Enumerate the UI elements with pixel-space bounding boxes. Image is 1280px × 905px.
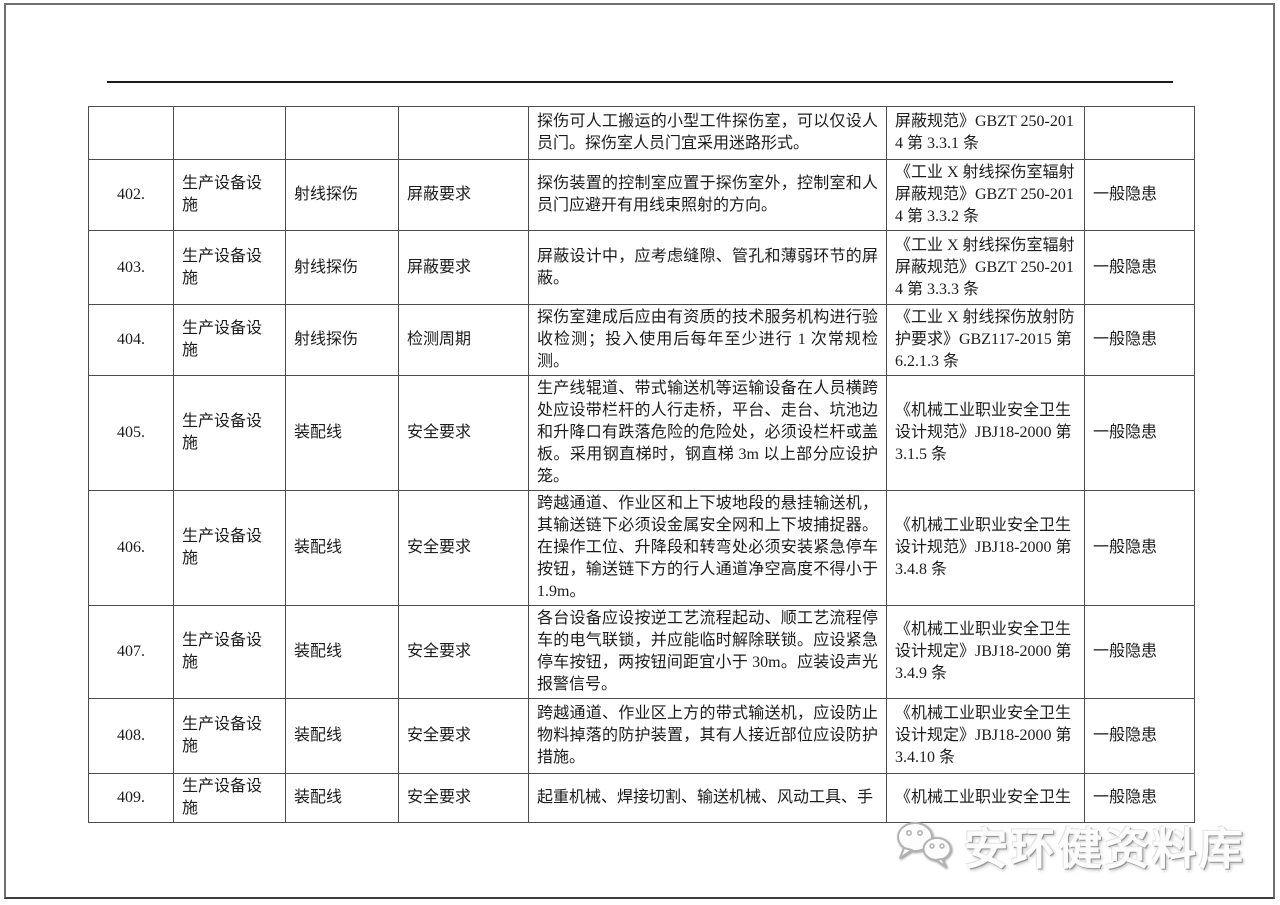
- seq-cell: [88, 106, 174, 160]
- subcategory-cell: 装配线: [285, 698, 399, 774]
- table-row: 408. 生产设备设施 装配线 安全要求 跨越通道、作业区上方的带式输送机，应设防止物料…: [88, 698, 1195, 774]
- watermark: 安环健资料库: [892, 813, 1246, 877]
- subcategory-cell: [285, 106, 399, 160]
- check-content-cell: 探伤室建成后应由有资质的技术服务机构进行验收检测；投入使用后每年至少进行 1 次…: [528, 304, 887, 376]
- check-item-cell: 安全要求: [398, 698, 529, 774]
- table-row: 405. 生产设备设施 装配线 安全要求 生产线辊道、带式输送机等运输设备在人员横跨处应…: [88, 375, 1195, 491]
- subcategory-cell: 射线探伤: [285, 230, 399, 305]
- seq-cell: 409.: [88, 773, 174, 823]
- reference-basis-cell: 屏蔽规范》GBZT 250-2014 第 3.3.1 条: [886, 106, 1085, 160]
- check-item-cell: 安全要求: [398, 375, 529, 491]
- table-row: 403. 生产设备设施 射线探伤 屏蔽要求 屏蔽设计中，应考虑缝隙、管孔和薄弱环节的屏蔽…: [88, 230, 1195, 305]
- table-row: 404. 生产设备设施 射线探伤 检测周期 探伤室建成后应由有资质的技术服务机构进行验收…: [88, 304, 1195, 376]
- check-content-cell: 跨越通道、作业区和上下坡地段的悬挂输送机，其输送链下必须设金属安全网和上下坡捕捉…: [528, 490, 887, 606]
- table-row: 407. 生产设备设施 装配线 安全要求 各台设备应设按逆工艺流程起动、顺工艺流程停车的…: [88, 605, 1195, 699]
- subcategory-cell: 装配线: [285, 773, 399, 823]
- check-item-cell: 安全要求: [398, 773, 529, 823]
- hazard-level-cell: 一般隐患: [1084, 159, 1195, 231]
- check-content-cell: 各台设备应设按逆工艺流程起动、顺工艺流程停车的电气联锁，并应能临时解除联锁。应设…: [528, 605, 887, 699]
- check-content-cell: 起重机械、焊接切割、输送机械、风动工具、手: [528, 773, 887, 823]
- check-item-cell: 安全要求: [398, 605, 529, 699]
- subcategory-cell: 射线探伤: [285, 159, 399, 231]
- subcategory-cell: 装配线: [285, 490, 399, 606]
- seq-cell: 406.: [88, 490, 174, 606]
- check-content-cell: 生产线辊道、带式输送机等运输设备在人员横跨处应设带栏杆的人行走桥，平台、走台、坑…: [528, 375, 887, 491]
- category-cell: 生产设备设施: [173, 230, 286, 305]
- seq-cell: 405.: [88, 375, 174, 491]
- category-cell: 生产设备设施: [173, 490, 286, 606]
- reference-basis-cell: 《工业 X 射线探伤室辐射屏蔽规范》GBZT 250-2014 第 3.3.3 …: [886, 230, 1085, 305]
- check-content-cell: 屏蔽设计中，应考虑缝隙、管孔和薄弱环节的屏蔽。: [528, 230, 887, 305]
- reference-basis-cell: 《工业 X 射线探伤放射防护要求》GBZ117-2015 第 6.2.1.3 条: [886, 304, 1085, 376]
- check-item-cell: 屏蔽要求: [398, 159, 529, 231]
- hazard-level-cell: 一般隐患: [1084, 605, 1195, 699]
- check-item-cell: 检测周期: [398, 304, 529, 376]
- subcategory-cell: 装配线: [285, 605, 399, 699]
- category-cell: 生产设备设施: [173, 773, 286, 823]
- category-cell: 生产设备设施: [173, 698, 286, 774]
- seq-cell: 403.: [88, 230, 174, 305]
- subcategory-cell: 装配线: [285, 375, 399, 491]
- hazard-level-cell: 一般隐患: [1084, 230, 1195, 305]
- check-item-cell: [398, 106, 529, 160]
- table-row: 402. 生产设备设施 射线探伤 屏蔽要求 探伤装置的控制室应置于探伤室外，控制室和人员…: [88, 159, 1195, 231]
- hazard-level-cell: 一般隐患: [1084, 375, 1195, 491]
- category-cell: 生产设备设施: [173, 304, 286, 376]
- seq-cell: 407.: [88, 605, 174, 699]
- hazard-level-cell: 一般隐患: [1084, 698, 1195, 774]
- wechat-icon: [897, 822, 952, 868]
- subcategory-cell: 射线探伤: [285, 304, 399, 376]
- hazard-level-cell: [1084, 106, 1195, 160]
- category-cell: 生产设备设施: [173, 605, 286, 699]
- check-content-cell: 探伤装置的控制室应置于探伤室外，控制室和人员门应避开有用线束照射的方向。: [528, 159, 887, 231]
- check-content-cell: 跨越通道、作业区上方的带式输送机，应设防止物料掉落的防护装置，其有人接近部位应设…: [528, 698, 887, 774]
- table-row: 探伤可人工搬运的小型工件探伤室，可以仅设人员门。探伤室人员门宜采用迷路形式。 屏蔽…: [88, 106, 1195, 160]
- check-content-cell: 探伤可人工搬运的小型工件探伤室，可以仅设人员门。探伤室人员门宜采用迷路形式。: [528, 106, 887, 160]
- hazard-level-cell: 一般隐患: [1084, 773, 1195, 823]
- header-rule: [107, 81, 1173, 83]
- hazard-level-cell: 一般隐患: [1084, 304, 1195, 376]
- seq-cell: 408.: [88, 698, 174, 774]
- seq-cell: 404.: [88, 304, 174, 376]
- seq-cell: 402.: [88, 159, 174, 231]
- category-cell: 生产设备设施: [173, 375, 286, 491]
- hazard-level-cell: 一般隐患: [1084, 490, 1195, 606]
- reference-basis-cell: 《机械工业职业安全卫生设计规定》JBJ18-2000 第 3.4.10 条: [886, 698, 1085, 774]
- reference-basis-cell: 《机械工业职业安全卫生设计规范》JBJ18-2000 第 3.1.5 条: [886, 375, 1085, 491]
- reference-basis-cell: 《工业 X 射线探伤室辐射屏蔽规范》GBZT 250-2014 第 3.3.2 …: [886, 159, 1085, 231]
- table-row: 409. 生产设备设施 装配线 安全要求 起重机械、焊接切割、输送机械、风动工具、手 《机…: [88, 773, 1195, 823]
- watermark-text: 安环健资料库: [964, 825, 1246, 874]
- reference-basis-cell: 《机械工业职业安全卫生: [886, 773, 1085, 823]
- reference-basis-cell: 《机械工业职业安全卫生设计规范》JBJ18-2000 第 3.4.8 条: [886, 490, 1085, 606]
- category-cell: 生产设备设施: [173, 159, 286, 231]
- reference-basis-cell: 《机械工业职业安全卫生设计规定》JBJ18-2000 第 3.4.9 条: [886, 605, 1085, 699]
- category-cell: [173, 106, 286, 160]
- table-row: 406. 生产设备设施 装配线 安全要求 跨越通道、作业区和上下坡地段的悬挂输送机，其输…: [88, 490, 1195, 606]
- safety-checklist-table: 探伤可人工搬运的小型工件探伤室，可以仅设人员门。探伤室人员门宜采用迷路形式。 屏蔽…: [88, 106, 1195, 823]
- check-item-cell: 屏蔽要求: [398, 230, 529, 305]
- check-item-cell: 安全要求: [398, 490, 529, 606]
